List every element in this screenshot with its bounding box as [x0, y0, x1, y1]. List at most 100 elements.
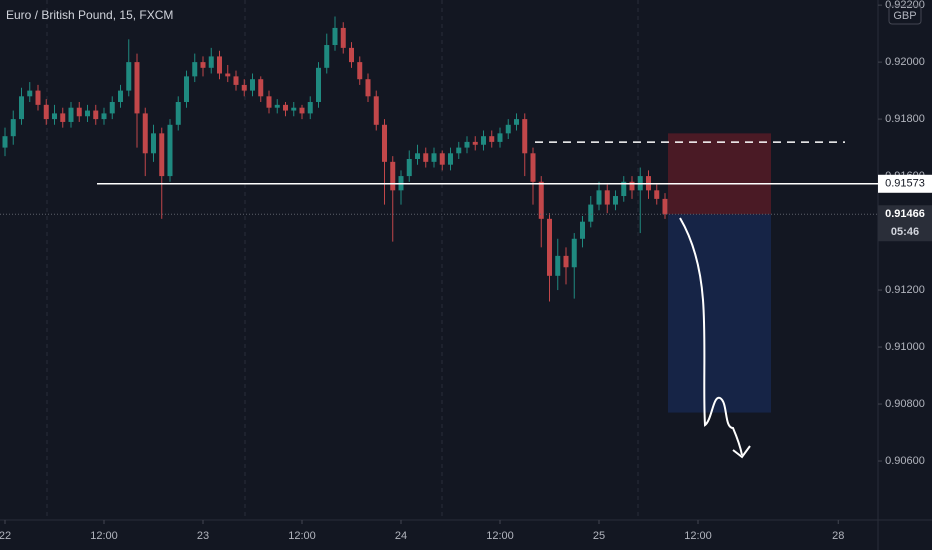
x-tick-label: 12:00 [486, 530, 514, 542]
candle-body [406, 158, 412, 177]
candle-body [118, 90, 123, 103]
last-price-box [878, 205, 932, 242]
y-tick-label: 0.91000 [885, 341, 925, 353]
target-zone [668, 214, 771, 413]
candle-body [52, 113, 57, 120]
candle-body [489, 136, 495, 142]
candle-body [109, 102, 115, 114]
x-tick-label: 24 [395, 530, 407, 542]
candle-body [505, 124, 511, 134]
candle-body [307, 102, 313, 114]
candle-body [283, 104, 288, 111]
x-tick-label: 12:00 [684, 530, 712, 542]
candle-body [93, 110, 99, 120]
countdown: 05:46 [891, 226, 919, 238]
candle-body [349, 47, 354, 63]
candle-body [423, 153, 429, 162]
candle-body [225, 73, 231, 77]
candle-body [2, 136, 8, 148]
candle-body [142, 113, 148, 154]
candle-body [233, 76, 239, 85]
x-tick-label: 12:00 [90, 530, 118, 542]
candle-body [563, 255, 569, 268]
candle-body [547, 218, 552, 276]
y-tick-label: 0.90800 [885, 398, 925, 410]
candle-body [299, 107, 305, 114]
vertical-grid [46, 0, 639, 520]
chart-title: Euro / British Pound, 15, FXCM [6, 8, 173, 22]
candle-body [316, 67, 321, 103]
candle-body [126, 62, 132, 91]
y-tick-label: 0.91200 [885, 284, 925, 296]
candle-body [481, 136, 486, 145]
candle-body [167, 124, 173, 177]
y-tick-label: 0.90600 [885, 455, 925, 467]
candle-body [291, 107, 297, 111]
candle-body [85, 110, 90, 117]
candle-body [217, 56, 222, 74]
x-tick-label: 12:00 [288, 530, 316, 542]
candle-body [448, 153, 453, 165]
x-tick-label: 22 [0, 530, 11, 542]
candle-body [514, 119, 519, 125]
candle-body [27, 90, 33, 97]
arrow-head [732, 445, 751, 459]
candle-body [200, 62, 206, 68]
candle-body [68, 107, 74, 122]
x-tick-label: 28 [832, 530, 844, 542]
candle-body [340, 27, 346, 48]
level-label: 0.91573 [885, 178, 925, 190]
candle-body [159, 133, 165, 177]
candle-body [654, 190, 660, 199]
candle-body [439, 153, 445, 165]
candle-body [101, 113, 107, 120]
candle-body [10, 119, 16, 137]
stop-zone [668, 133, 771, 215]
candle-body [274, 104, 280, 108]
candle-body [555, 255, 561, 276]
candle-body [613, 196, 618, 205]
candle-body [184, 76, 189, 103]
candle-body [390, 161, 396, 191]
candle-body [175, 102, 181, 125]
candle-body [464, 141, 470, 148]
x-tick-label: 25 [593, 530, 605, 542]
candle-body [538, 181, 544, 219]
candle-body [208, 56, 214, 68]
candle-body [258, 79, 264, 97]
candle-body [588, 204, 594, 222]
candle-body [415, 153, 420, 159]
candle-body [382, 124, 387, 162]
y-tick-label: 0.91800 [885, 113, 925, 125]
candle-body [365, 79, 371, 97]
currency: GBP [893, 10, 916, 22]
candle-body [357, 62, 363, 80]
candle-body [19, 96, 24, 120]
candle-body [35, 90, 41, 105]
candle-body [332, 27, 338, 46]
candle-body [373, 96, 379, 125]
candle-body [522, 119, 528, 154]
candle-body [596, 190, 602, 205]
candle-body [60, 113, 66, 122]
currency-box [888, 5, 922, 25]
candle-body [497, 133, 503, 142]
candle-body [629, 181, 635, 191]
candle-body [151, 133, 156, 154]
candle-body [192, 62, 198, 77]
drawn-arrow [679, 217, 743, 456]
candle-body [324, 45, 330, 68]
candle-body [621, 181, 627, 197]
candle-body [580, 221, 585, 239]
candle-body [456, 147, 462, 154]
last-price-label: 0.91466 [885, 208, 925, 220]
candle-body [266, 96, 272, 108]
y-tick-label: 0.92000 [885, 56, 925, 68]
level-label-box [878, 174, 932, 193]
x-tick-label: 23 [197, 530, 209, 542]
candle-body [472, 141, 478, 145]
candle-body [604, 190, 610, 205]
candle-body [241, 84, 247, 91]
